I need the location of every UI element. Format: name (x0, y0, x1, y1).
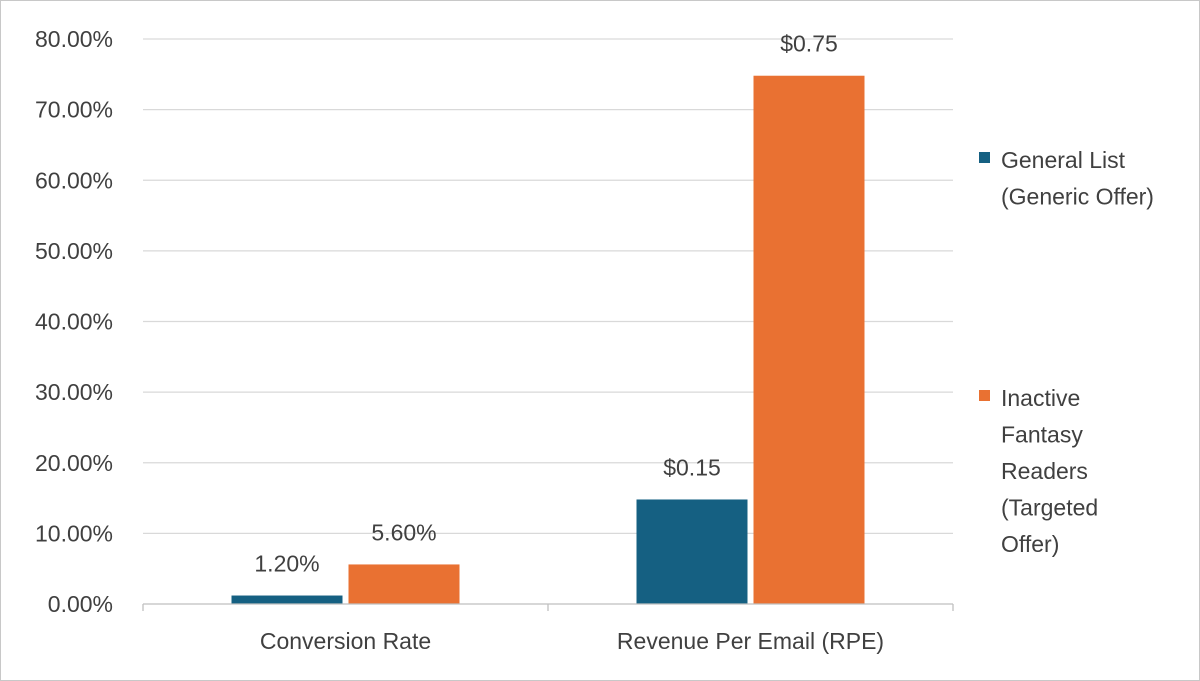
y-tick-label: 80.00% (35, 26, 113, 52)
data-labels: 1.20% 5.60% $0.15 $0.75 (254, 31, 837, 577)
legend-label: Readers (1001, 458, 1088, 484)
legend-label: Offer) (1001, 531, 1059, 557)
data-label: 5.60% (371, 519, 436, 545)
x-axis: Conversion Rate Revenue Per Email (RPE) (142, 603, 954, 654)
data-label: $0.15 (663, 454, 721, 480)
x-category-label: Conversion Rate (260, 628, 431, 654)
y-tick-label: 10.00% (35, 520, 113, 546)
bar (231, 595, 343, 604)
data-label: $0.75 (780, 31, 838, 57)
y-tick-label: 40.00% (35, 309, 113, 335)
legend: General List (Generic Offer) Inactive Fanta… (979, 147, 1154, 557)
legend-label: General List (1001, 147, 1126, 173)
y-tick-label: 60.00% (35, 167, 113, 193)
bar (753, 75, 865, 605)
y-tick-label: 30.00% (35, 379, 113, 405)
bar (348, 564, 460, 604)
y-tick-label: 20.00% (35, 450, 113, 476)
y-axis-tick-labels: 0.00% 10.00% 20.00% 30.00% 40.00% 50.00% 60.00… (35, 26, 113, 617)
legend-label: (Generic Offer) (1001, 184, 1154, 210)
bar (636, 499, 748, 604)
gridlines (143, 38, 953, 535)
x-category-label: Revenue Per Email (RPE) (617, 628, 884, 654)
bars (231, 75, 865, 605)
y-tick-label: 0.00% (48, 591, 113, 617)
legend-label: Inactive (1001, 385, 1080, 411)
legend-label: Fantasy (1001, 422, 1083, 448)
legend-swatch (979, 152, 990, 163)
data-label: 1.20% (254, 551, 319, 577)
legend-label: (Targeted (1001, 495, 1098, 521)
y-tick-label: 70.00% (35, 97, 113, 123)
y-tick-label: 50.00% (35, 238, 113, 264)
legend-swatch (979, 390, 990, 401)
